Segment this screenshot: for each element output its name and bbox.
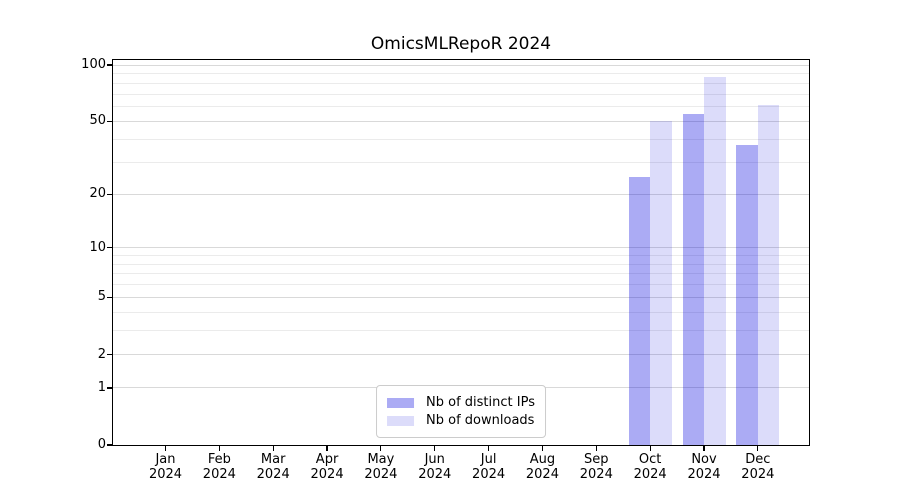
y-tick-mark [107, 193, 112, 195]
legend-label-distinct-ips: Nb of distinct IPs [426, 395, 535, 410]
major-gridline [113, 64, 809, 66]
y-tick-mark [107, 246, 112, 249]
x-tick-label-line: Feb [207, 452, 231, 467]
minor-gridline [113, 73, 809, 75]
major-gridline [113, 247, 809, 249]
x-tick-label-line: 2024 [148, 467, 183, 482]
x-tick-label-line: Oct [638, 452, 662, 467]
minor-gridline [113, 254, 809, 256]
y-tick-label: 1 [97, 379, 106, 395]
x-tick-mark [164, 446, 167, 451]
x-tick-label-line: 2024 [364, 467, 398, 482]
bar-downloads [757, 105, 780, 445]
y-tick-mark [107, 296, 112, 299]
x-tick-mark [218, 446, 220, 451]
x-tick-mark [757, 446, 759, 451]
minor-gridline [113, 82, 809, 84]
x-tick-label-line: Nov [691, 452, 717, 467]
x-tick-label-line: May [367, 452, 395, 467]
x-tick-label-line: Jan [155, 452, 176, 467]
legend-label-downloads: Nb of downloads [426, 413, 535, 428]
major-gridline [113, 354, 809, 356]
x-tick-label-line: Mar [260, 452, 286, 467]
x-tick-label: Dec 2024 [726, 452, 790, 482]
minor-gridline [113, 138, 809, 140]
x-tick-label-line: 2024 [633, 467, 667, 482]
minor-gridline [113, 106, 809, 108]
x-tick-label: May 2024 [349, 452, 413, 482]
x-tick-label-line: 2024 [687, 467, 721, 482]
legend-swatch-distinct-ips [387, 397, 415, 408]
x-tick-label: Jun 2024 [403, 452, 467, 482]
bar-distinct-ips [682, 113, 704, 445]
x-tick-label-line: 2024 [418, 467, 452, 482]
x-tick-label-line: Jul [480, 452, 497, 467]
y-tick-mark [107, 353, 112, 356]
y-tick-label: 100 [81, 57, 106, 72]
legend-swatch-downloads [387, 415, 415, 426]
y-tick-label: 0 [97, 437, 106, 452]
x-tick-mark [595, 446, 597, 451]
minor-gridline [113, 263, 809, 265]
y-tick-label: 10 [89, 239, 106, 255]
y-tick-mark [107, 444, 112, 446]
x-tick-mark [434, 446, 436, 451]
x-tick-label-line: Apr [315, 452, 339, 467]
x-tick-label-line: Aug [529, 452, 556, 467]
x-tick-label-line: Sep [584, 452, 609, 467]
legend-item-downloads: Nb of downloads [387, 413, 535, 428]
x-tick-label-line: 2024 [310, 467, 344, 482]
y-tick-label: 50 [89, 113, 106, 129]
x-tick-label-line: 2024 [525, 467, 559, 482]
x-tick-mark [488, 446, 490, 451]
bar-distinct-ips [628, 176, 651, 445]
plot-frame [112, 59, 810, 446]
bar-downloads [650, 121, 672, 445]
x-tick-mark [541, 446, 544, 451]
minor-gridline [113, 273, 809, 275]
y-tick-label: 5 [97, 289, 106, 305]
x-tick-label-line: 2024 [202, 467, 236, 482]
y-tick-label: 20 [89, 186, 106, 202]
y-tick-mark [107, 64, 112, 66]
minor-gridline [113, 161, 809, 163]
x-tick-label: Nov 2024 [672, 452, 736, 482]
x-tick-mark [326, 446, 328, 451]
chart-title: OmicsMLRepoR 2024 [370, 34, 552, 54]
x-tick-label-line: 2024 [472, 467, 506, 482]
x-tick-label-line: 2024 [579, 467, 613, 482]
major-gridline [113, 296, 809, 298]
y-tick-mark [107, 387, 112, 389]
bar-distinct-ips [736, 145, 758, 445]
x-tick-label: Apr 2024 [295, 452, 359, 482]
x-tick-label: Aug 2024 [510, 452, 574, 482]
x-tick-label: Mar 2024 [241, 452, 305, 482]
x-tick-label-line: 2024 [741, 467, 775, 482]
minor-gridline [113, 284, 809, 286]
x-tick-mark [649, 446, 651, 451]
y-tick-label: 2 [97, 346, 106, 362]
x-tick-label-line: 2024 [256, 467, 290, 482]
minor-gridline [113, 311, 809, 313]
x-tick-mark [272, 446, 274, 451]
legend-item-distinct-ips: Nb of distinct IPs [387, 395, 535, 410]
x-tick-label: Sep 2024 [564, 452, 628, 482]
x-tick-label-line: Dec [745, 452, 771, 467]
x-tick-label-line: Jun [424, 452, 445, 467]
x-tick-label: Oct 2024 [618, 452, 682, 482]
major-gridline [113, 120, 809, 122]
y-tick-mark [107, 120, 112, 122]
x-tick-label: Jul 2024 [457, 452, 521, 482]
major-gridline [113, 193, 809, 195]
legend: Nb of distinct IPs Nb of downloads [376, 385, 546, 438]
plot-area: Nb of distinct IPs Nb of downloads [113, 60, 809, 445]
x-tick-mark [380, 446, 382, 451]
bar-downloads [704, 77, 726, 445]
x-tick-label: Feb 2024 [187, 452, 251, 482]
x-tick-label: Jan 2024 [134, 452, 198, 482]
minor-gridline [113, 330, 809, 332]
x-tick-mark [703, 446, 705, 451]
minor-gridline [113, 93, 809, 95]
